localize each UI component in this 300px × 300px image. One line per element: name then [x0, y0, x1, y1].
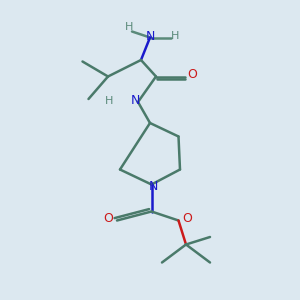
- Text: O: O: [187, 68, 197, 82]
- Text: H: H: [125, 22, 133, 32]
- Text: H: H: [171, 31, 180, 41]
- Text: O: O: [183, 212, 192, 226]
- Text: H: H: [105, 95, 114, 106]
- Text: N: N: [148, 180, 158, 194]
- Text: O: O: [104, 212, 113, 226]
- Text: N: N: [145, 29, 155, 43]
- Text: N: N: [130, 94, 140, 107]
